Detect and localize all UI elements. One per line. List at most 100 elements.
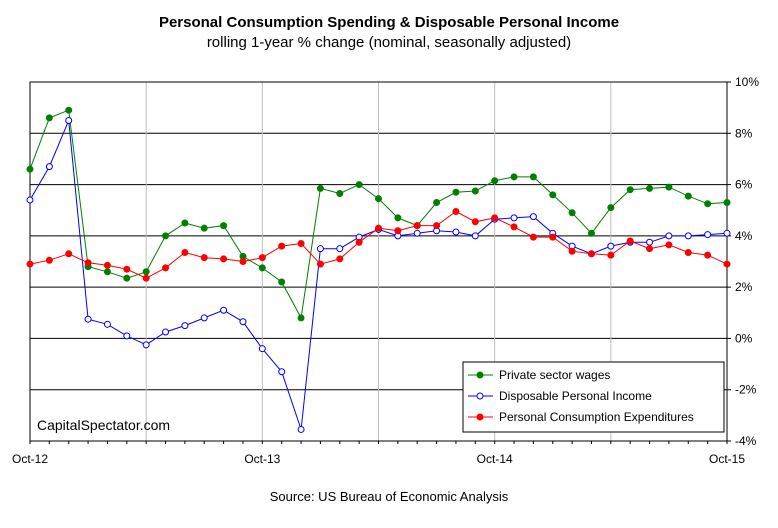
data-point: [626, 186, 634, 194]
data-point: [491, 177, 499, 185]
data-point: [510, 173, 518, 181]
data-point: [162, 264, 170, 272]
legend-label: Personal Consumption Expenditures: [499, 410, 694, 424]
data-point: [181, 322, 189, 330]
x-tick-label: Oct-13: [244, 452, 280, 466]
data-point: [316, 245, 324, 253]
data-point: [123, 332, 131, 340]
data-point: [297, 314, 305, 322]
data-point: [65, 106, 73, 114]
chart-subtitle: rolling 1-year % change (nominal, season…: [206, 34, 572, 51]
data-point: [491, 214, 499, 222]
data-point: [646, 184, 654, 192]
data-point: [258, 345, 266, 353]
legend-box: [462, 361, 725, 433]
legend: Private sector wages Disposable Personal …: [462, 361, 725, 433]
data-point: [45, 256, 53, 264]
data-point: [278, 368, 286, 376]
data-point: [568, 209, 576, 217]
data-point: [162, 328, 170, 336]
data-point: [84, 315, 92, 323]
data-point: [452, 228, 460, 236]
data-point: [684, 192, 692, 200]
data-point: [394, 227, 402, 235]
data-point: [103, 261, 111, 269]
data-point: [394, 214, 402, 222]
data-point: [297, 425, 305, 433]
data-point: [26, 196, 34, 204]
data-point: [510, 223, 518, 231]
x-tick-label: Oct-12: [12, 452, 48, 466]
data-point: [103, 320, 111, 328]
data-point: [665, 241, 673, 249]
y-tick-label: 8%: [735, 126, 753, 140]
data-point: [704, 251, 712, 259]
data-point: [123, 274, 131, 282]
data-point: [510, 214, 518, 222]
data-point: [336, 190, 344, 198]
data-point: [723, 199, 731, 207]
data-point: [529, 233, 537, 241]
data-point: [413, 229, 421, 237]
data-point: [549, 191, 557, 199]
data-point: [220, 222, 228, 230]
data-point: [375, 224, 382, 232]
data-point: [84, 259, 92, 267]
y-axis-ticks: -4% -2% 0% 2% 4% 6% 8% 10%: [727, 75, 759, 448]
data-point: [26, 260, 34, 268]
data-point: [26, 165, 34, 173]
data-point: [220, 306, 228, 314]
data-point: [607, 242, 615, 250]
data-point: [316, 260, 324, 268]
data-point: [471, 218, 479, 226]
data-point: [65, 116, 73, 124]
data-point: [278, 242, 286, 250]
data-point: [723, 229, 731, 237]
data-point: [723, 260, 731, 268]
data-point: [568, 247, 576, 255]
data-point: [665, 232, 673, 240]
data-point: [607, 204, 615, 212]
data-point: [336, 245, 344, 253]
data-point: [646, 238, 654, 246]
data-point: [684, 249, 692, 257]
data-point: [123, 265, 131, 273]
data-point: [103, 268, 111, 276]
data-point: [220, 255, 228, 263]
data-point: [336, 255, 344, 263]
data-point: [355, 181, 363, 189]
data-point: [239, 318, 247, 326]
data-point: [452, 188, 460, 196]
chart-title: Personal Consumption Spending & Disposab…: [158, 14, 620, 31]
series-0: [26, 106, 731, 322]
data-point: [45, 163, 53, 171]
source-note: Source: US Bureau of Economic Analysis: [269, 489, 509, 504]
data-point: [316, 184, 324, 192]
data-point: [297, 240, 305, 248]
data-point: [200, 224, 208, 232]
y-tick-label: -4%: [735, 434, 757, 448]
data-point: [587, 250, 595, 258]
data-point: [278, 278, 286, 286]
data-point: [142, 341, 150, 349]
data-point: [200, 314, 208, 322]
x-axis-ticks: Oct-12 Oct-13 Oct-14 Oct-15: [12, 441, 745, 466]
y-tick-label: -2%: [735, 383, 757, 397]
y-tick-label: 2%: [735, 280, 753, 294]
data-point: [471, 232, 479, 240]
data-point: [142, 268, 150, 276]
data-point: [607, 251, 615, 259]
data-point: [200, 254, 208, 262]
legend-marker: [476, 392, 484, 400]
data-point: [355, 238, 363, 246]
watermark: CapitalSpectator.com: [37, 417, 170, 433]
data-point: [181, 249, 189, 257]
data-point: [65, 250, 73, 258]
x-tick-label: Oct-15: [709, 452, 745, 466]
data-point: [471, 187, 479, 195]
data-point: [665, 183, 673, 191]
legend-item: Personal Consumption Expenditures: [468, 410, 694, 424]
y-tick-label: 6%: [735, 178, 753, 192]
data-point: [704, 200, 712, 208]
